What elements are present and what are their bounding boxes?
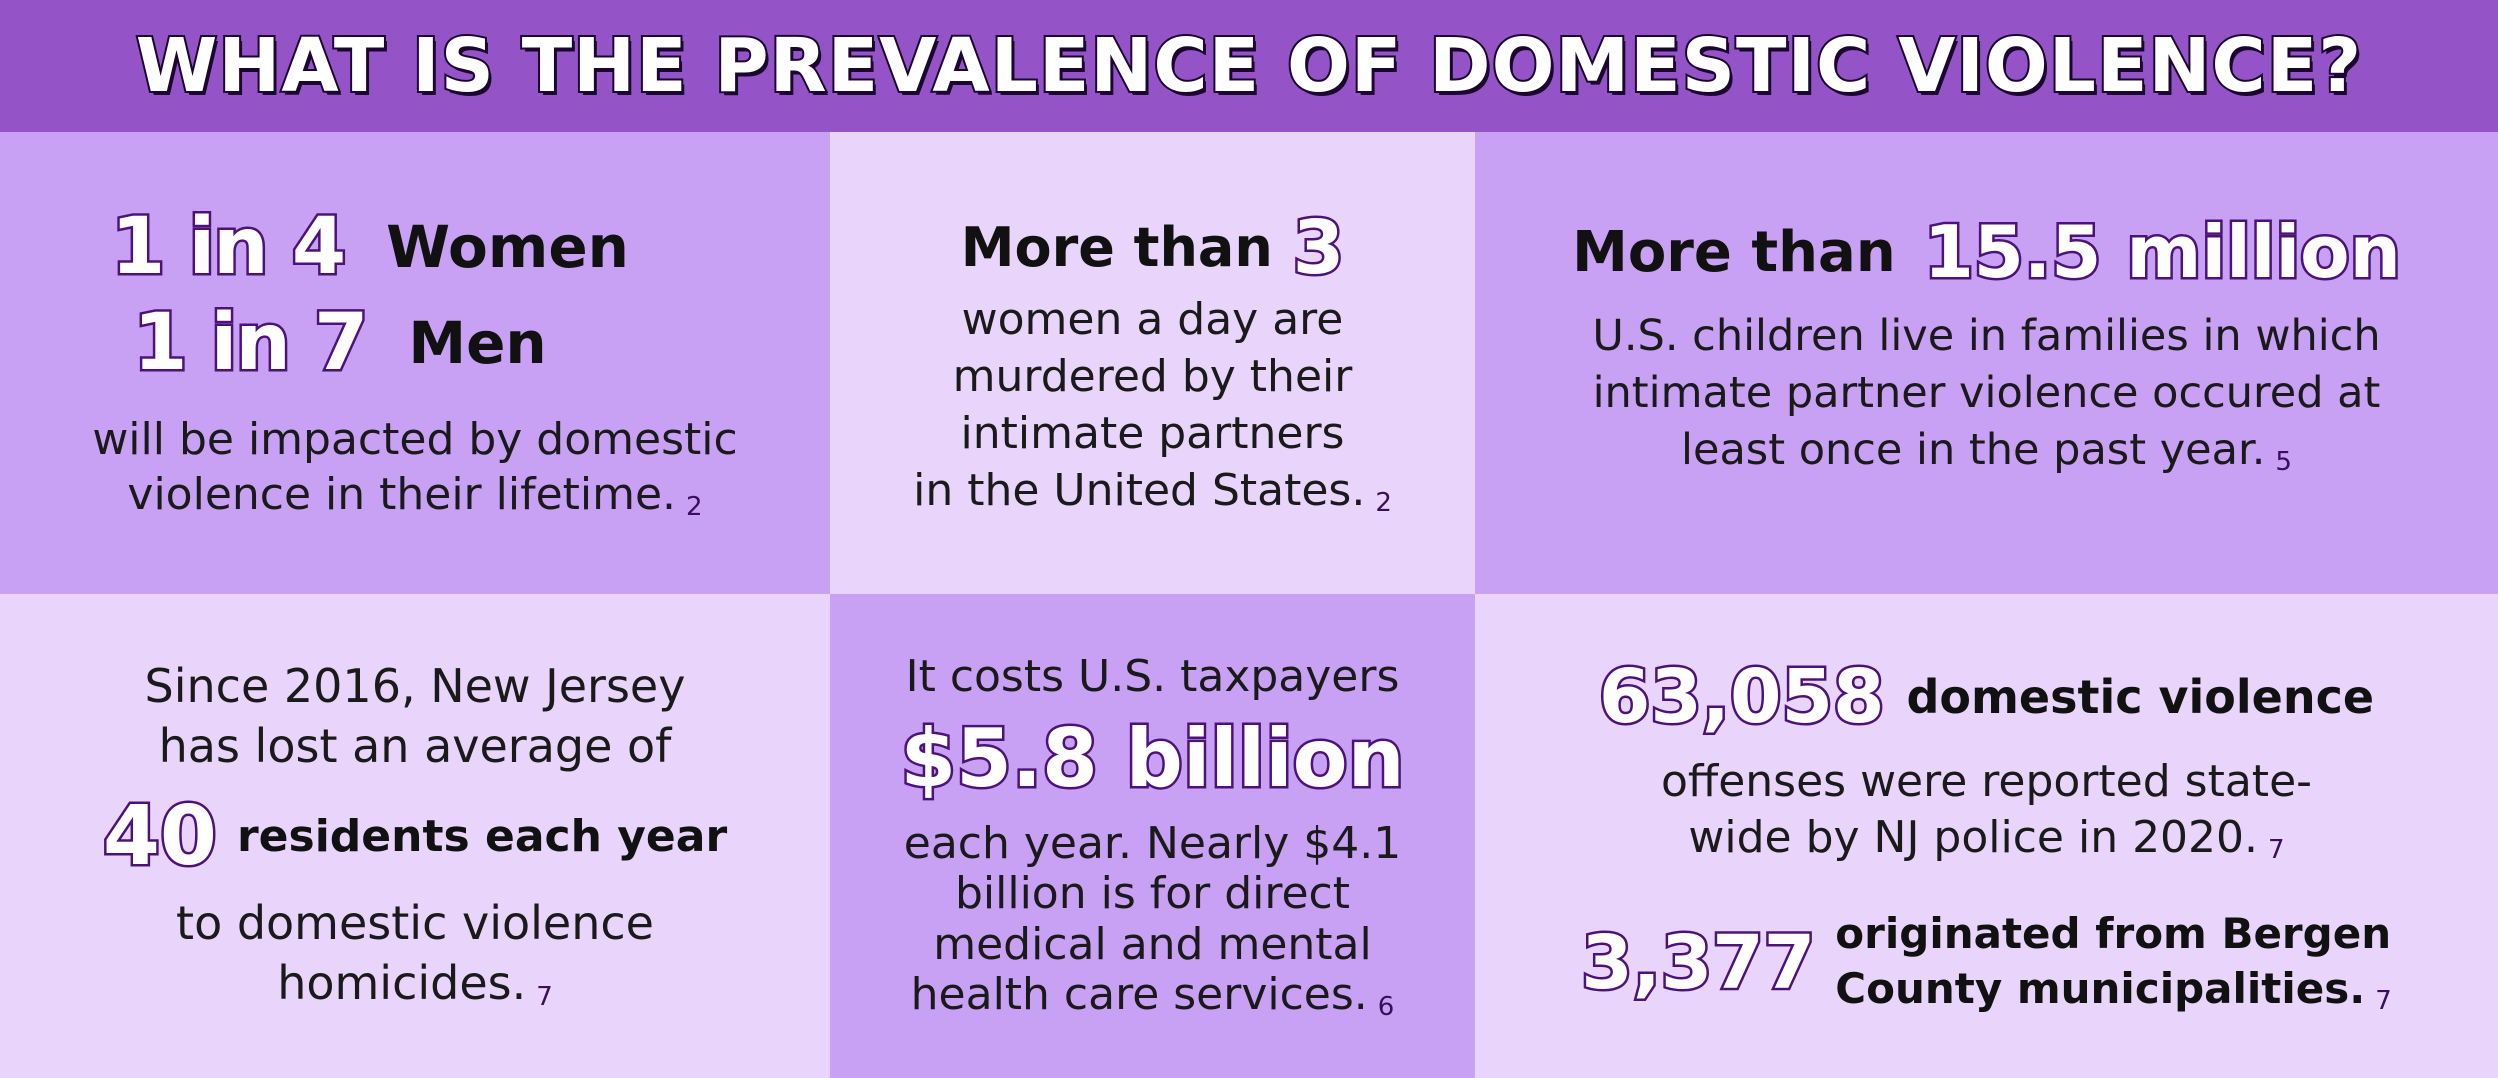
text-line: Since 2016, New Jersey [144,659,686,714]
text-line: will be impacted by domestic [92,414,738,466]
text-line: U.S. children live in families in which [1592,311,2381,361]
lead-text: More than [1572,219,1896,285]
bergen-stat-row: 3,377 originated from Bergen County muni… [1579,907,2392,1018]
women-ratio: 1 in 4 [109,200,349,295]
offenses-label: domestic violence [1906,669,2375,724]
nj-intro-text: Since 2016, New Jersey has lost an avera… [145,657,686,777]
text-span: violence in their lifetime. [127,469,677,521]
panel-taxpayer-cost: It costs U.S. taxpayers $5.8 billion eac… [830,594,1475,1078]
text-span: wide by NJ police in 2020. [1688,811,2259,863]
text-span: least once in the past year. [1681,425,2266,476]
text-line: homicides. 7 [176,954,654,1015]
title-banner: WHAT IS THE PREVALENCE OF DOMESTIC VIOLE… [0,0,2498,132]
text-line: has lost an average of [158,719,672,774]
text-line: offenses were reported state- [1660,755,2313,807]
cost-lead: It costs U.S. taxpayers [905,650,1400,702]
footnote-ref: 7 [536,981,553,1012]
text-line: originated from Bergen [1835,909,2392,959]
footnote-ref: 5 [2275,447,2292,478]
offenses-text: offenses were reported state- wide by NJ… [1661,754,2312,868]
women-label: Women [386,213,629,282]
footnote-ref: 2 [686,492,703,523]
residents-number: 40 [100,787,219,887]
text-span: health care services. [910,969,1368,1021]
murder-number: 3 [1290,202,1346,293]
page-title: WHAT IS THE PREVALENCE OF DOMESTIC VIOLE… [134,21,2363,111]
text-span: County municipalities. [1835,963,2366,1013]
text-line: medical and mental [933,918,1372,970]
lead-text: More than [960,216,1273,280]
text-span: in the United States. [913,465,1366,517]
text-line: murdered by their [952,351,1353,402]
nj-outro-text: to domestic violence homicides. 7 [176,894,654,1015]
children-text: U.S. children live in families in which … [1592,308,2380,480]
panel-nj-offenses: 63,058 domestic violence offenses were r… [1475,594,2498,1078]
text-line: billion is for direct [954,868,1351,920]
cost-text: each year. Nearly $4.1 billion is for di… [903,817,1402,1024]
men-ratio: 1 in 7 [131,296,371,391]
children-number: 15.5 million [1921,208,2403,297]
murder-headline: More than 3 [960,202,1347,293]
panel-gender-stat: 1 in 4 Women 1 in 7 Men will be impacted… [0,132,830,594]
text-line: least once in the past year. 5 [1592,422,2380,480]
text-line: women a day are [961,293,1344,345]
footnote-ref: 2 [1375,488,1392,519]
text-line: health care services. 6 [904,970,1401,1023]
text-line: in the United States. 2 [913,462,1392,521]
residents-stat-row: 40 residents each year [100,787,728,887]
residents-label: residents each year [236,811,728,862]
text-span: homicides. [277,955,527,1010]
footnote-ref: 6 [1377,992,1395,1023]
footnote-ref: 7 [2375,985,2392,1016]
bergen-label: originated from Bergen County municipali… [1835,907,2391,1018]
footnote-ref: 7 [2268,834,2285,865]
text-line: wide by NJ police in 2020. 7 [1661,810,2312,867]
gender-stat-text: will be impacted by domestic violence in… [92,412,737,524]
text-line: County municipalities. 7 [1835,962,2391,1019]
murder-text: women a day are murdered by their intima… [913,291,1392,521]
women-stat-row: 1 in 4 Women [109,200,629,295]
panel-nj-homicides: Since 2016, New Jersey has lost an avera… [0,594,830,1078]
men-label: Men [408,309,547,378]
panel-murder-stat: More than 3 women a day are murdered by … [830,132,1475,594]
text-line: violence in their lifetime. 2 [92,467,737,524]
children-headline: More than 15.5 million [1572,208,2403,297]
offenses-number: 63,058 [1596,651,1887,742]
text-line: intimate partner violence occured at [1592,368,2381,419]
text-line: to domestic violence [176,896,654,950]
cost-number: $5.8 billion [898,709,1407,807]
men-stat-row: 1 in 7 Men [131,296,547,391]
text-line: each year. Nearly $4.1 [903,817,1402,869]
text-line: intimate partners [960,408,1345,460]
bergen-number: 3,377 [1579,917,1818,1008]
offenses-headline: 63,058 domestic violence [1596,651,2375,742]
panel-children-stat: More than 15.5 million U.S. children liv… [1475,132,2498,594]
